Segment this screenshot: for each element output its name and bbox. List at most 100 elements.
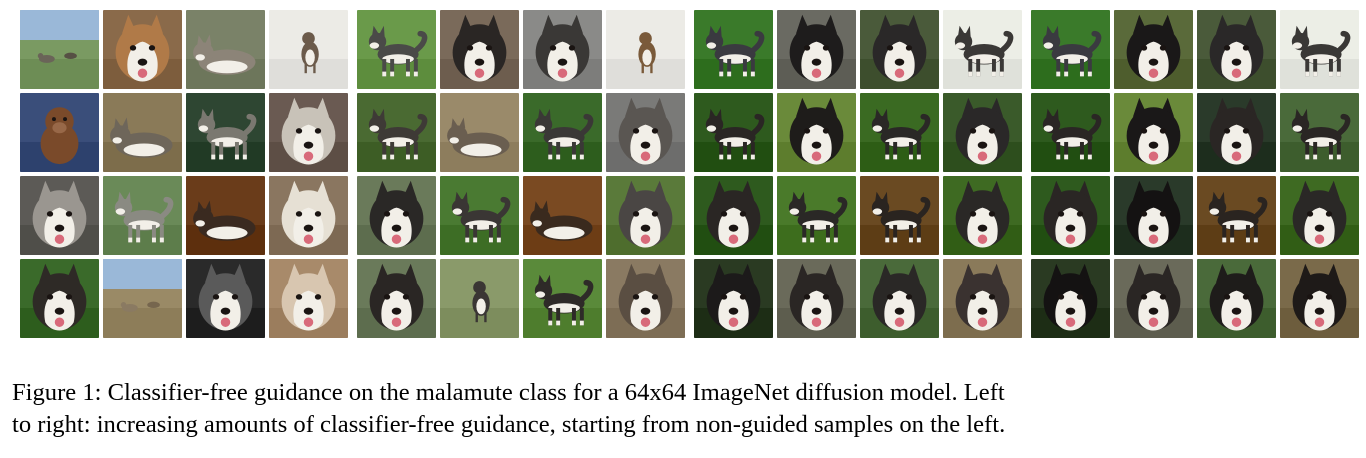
malamute-sample bbox=[357, 10, 436, 89]
malamute-sample bbox=[777, 259, 856, 338]
sample-image bbox=[1114, 259, 1193, 338]
sample-image bbox=[103, 259, 182, 338]
sample-image bbox=[186, 10, 265, 89]
sample-image bbox=[523, 93, 602, 172]
guidance-panel-3 bbox=[694, 10, 1022, 338]
malamute-sample bbox=[860, 176, 939, 255]
malamute-sample bbox=[1031, 259, 1110, 338]
malamute-sample bbox=[943, 176, 1022, 255]
malamute-sample bbox=[860, 10, 939, 89]
sample-image bbox=[103, 176, 182, 255]
malamute-sample bbox=[777, 10, 856, 89]
malamute-sample bbox=[186, 93, 265, 172]
sample-image bbox=[269, 259, 348, 338]
sample-image bbox=[694, 176, 773, 255]
sample-image bbox=[1280, 176, 1359, 255]
malamute-sample bbox=[694, 259, 773, 338]
sample-image bbox=[20, 10, 99, 89]
sample-image bbox=[777, 10, 856, 89]
sample-image bbox=[269, 10, 348, 89]
malamute-sample bbox=[103, 10, 182, 89]
malamute-sample bbox=[777, 176, 856, 255]
malamute-sample bbox=[1197, 259, 1276, 338]
sample-image bbox=[357, 176, 436, 255]
sample-image bbox=[20, 259, 99, 338]
malamute-sample bbox=[523, 176, 602, 255]
sample-image bbox=[1280, 259, 1359, 338]
malamute-sample bbox=[1031, 176, 1110, 255]
sample-image bbox=[1031, 10, 1110, 89]
caption-line: Figure 1: Classifier-free guidance on th… bbox=[12, 379, 1005, 406]
sample-image bbox=[1114, 93, 1193, 172]
sample-image bbox=[269, 93, 348, 172]
malamute-sample bbox=[943, 93, 1022, 172]
guidance-panel-1 bbox=[20, 10, 348, 338]
malamute-sample bbox=[1280, 176, 1359, 255]
malamute-sample bbox=[860, 93, 939, 172]
sample-image bbox=[777, 259, 856, 338]
malamute-sample bbox=[1114, 176, 1193, 255]
malamute-sample bbox=[694, 93, 773, 172]
malamute-sample bbox=[103, 176, 182, 255]
malamute-sample bbox=[606, 176, 685, 255]
malamute-sample bbox=[1031, 93, 1110, 172]
malamute-sample bbox=[440, 93, 519, 172]
sample-image bbox=[1197, 176, 1276, 255]
sample-image bbox=[1280, 10, 1359, 89]
malamute-sample bbox=[943, 10, 1022, 89]
malamute-sample bbox=[523, 10, 602, 89]
sample-image bbox=[1197, 10, 1276, 89]
malamute-sample bbox=[523, 93, 602, 172]
sample-image bbox=[606, 259, 685, 338]
malamute-sample bbox=[440, 259, 519, 338]
sample-image bbox=[777, 93, 856, 172]
sample-image bbox=[1031, 176, 1110, 255]
malamute-sample bbox=[269, 259, 348, 338]
sample-image bbox=[777, 176, 856, 255]
sample-image bbox=[943, 259, 1022, 338]
sample-image bbox=[860, 176, 939, 255]
sample-image bbox=[103, 93, 182, 172]
malamute-sample bbox=[1197, 93, 1276, 172]
sample-image bbox=[440, 259, 519, 338]
sample-image bbox=[357, 259, 436, 338]
malamute-sample bbox=[1031, 10, 1110, 89]
malamute-sample bbox=[523, 259, 602, 338]
sample-image bbox=[440, 10, 519, 89]
sample-image bbox=[860, 93, 939, 172]
malamute-sample bbox=[694, 176, 773, 255]
malamute-sample bbox=[1197, 176, 1276, 255]
malamute-sample bbox=[186, 10, 265, 89]
sample-image bbox=[523, 10, 602, 89]
malamute-sample bbox=[103, 93, 182, 172]
sample-image bbox=[943, 176, 1022, 255]
malamute-sample bbox=[1280, 10, 1359, 89]
sample-image bbox=[694, 259, 773, 338]
sample-image bbox=[1031, 259, 1110, 338]
sample-image bbox=[860, 259, 939, 338]
malamute-sample bbox=[694, 10, 773, 89]
malamute-sample bbox=[606, 10, 685, 89]
malamute-sample bbox=[20, 176, 99, 255]
sample-image bbox=[523, 176, 602, 255]
malamute-sample bbox=[1114, 93, 1193, 172]
malamute-sample bbox=[777, 93, 856, 172]
malamute-sample bbox=[20, 259, 99, 338]
sample-image bbox=[694, 10, 773, 89]
malamute-sample bbox=[269, 10, 348, 89]
guidance-panel-4 bbox=[1031, 10, 1359, 338]
caption-line: to right: increasing amounts of classifi… bbox=[12, 411, 1006, 438]
sample-image bbox=[357, 93, 436, 172]
sample-image bbox=[860, 10, 939, 89]
sample-image bbox=[606, 10, 685, 89]
sample-image bbox=[269, 176, 348, 255]
malamute-sample bbox=[269, 93, 348, 172]
malamute-sample bbox=[1114, 259, 1193, 338]
sample-grids bbox=[20, 10, 1360, 338]
malamute-sample bbox=[1114, 10, 1193, 89]
sample-image bbox=[694, 93, 773, 172]
sample-image bbox=[103, 10, 182, 89]
sample-image bbox=[440, 93, 519, 172]
malamute-sample bbox=[943, 259, 1022, 338]
